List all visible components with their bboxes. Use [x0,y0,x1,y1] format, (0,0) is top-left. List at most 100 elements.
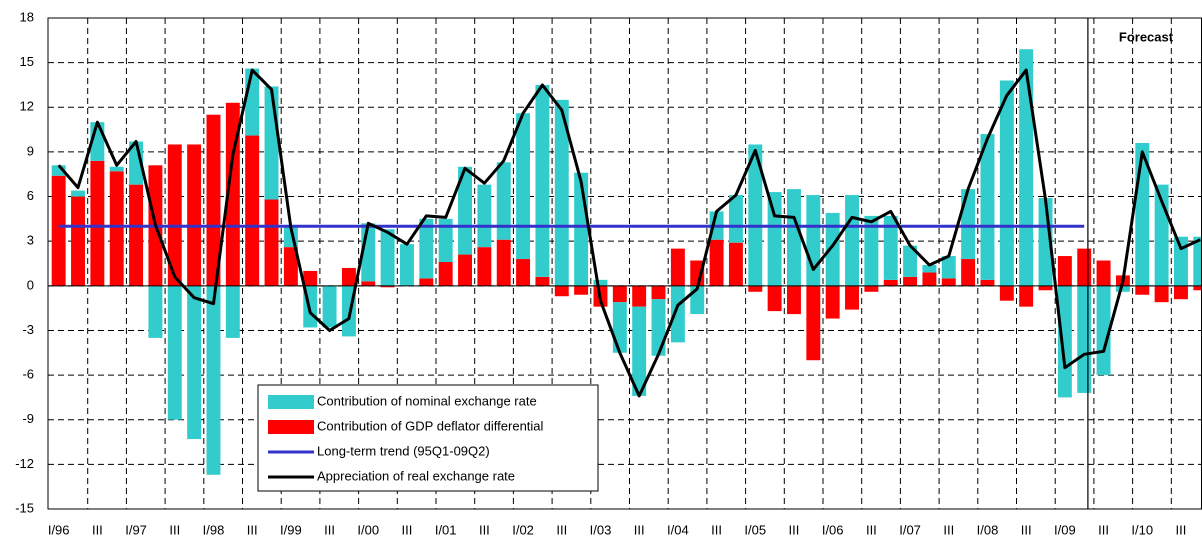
bar [516,113,531,260]
bar [245,135,260,286]
bar [728,195,743,243]
bar [51,165,66,176]
bar [825,285,840,319]
x-tick-label: III [479,522,490,537]
bar [167,144,182,286]
bar [225,102,240,286]
bar [1154,285,1169,303]
bar [806,195,821,286]
bar [1115,285,1130,292]
y-tick-label: -12 [15,456,34,471]
bar [883,279,898,286]
x-tick-label: III [943,522,954,537]
plot-area [51,49,1202,475]
x-tick-label: I/96 [48,522,70,537]
bar [1135,285,1150,295]
bar [206,114,221,286]
y-tick-label: 12 [20,99,34,114]
bar [535,84,550,277]
bar [167,285,182,420]
bar [787,285,801,315]
bar [883,215,898,280]
x-tick-label: I/08 [977,522,999,537]
bar [264,86,279,200]
y-tick-label: -6 [22,367,34,382]
bar [380,229,395,286]
x-tick-label: I/10 [1131,522,1153,537]
bar [806,285,821,361]
x-tick-label: III [1176,522,1187,537]
x-tick-label: I/05 [744,522,766,537]
legend-box [257,384,599,492]
y-tick-label: 15 [20,54,34,69]
legend-label: Contribution of GDP deflator differentia… [317,418,544,433]
bar [264,199,279,286]
bar [438,262,453,286]
bar [922,264,937,273]
x-tick-label: III [634,522,645,537]
bar [496,162,511,240]
bar [1057,285,1072,398]
bar [709,239,724,286]
bar [51,175,66,286]
y-tick-label: -15 [15,500,34,515]
legend: Contribution of nominal exchange rate Con… [257,384,599,492]
legend-swatch [268,395,314,409]
legend-label: Contribution of nominal exchange rate [317,393,537,408]
line [57,68,1201,398]
bar [1019,285,1034,307]
bar [922,272,937,286]
bar [1193,236,1202,286]
x-tick-label: I/07 [899,522,921,537]
bar [400,244,414,286]
bar [767,192,782,286]
annotation: Forecast [1119,29,1174,44]
bar [961,259,976,286]
legend-label: Long-term trend (95Q1-09Q2) [317,443,490,458]
bar [71,196,85,286]
bar [767,285,782,312]
x-tick-label: I/99 [280,522,302,537]
bar [980,134,995,280]
bar [71,190,85,197]
bar [825,212,840,286]
bar [961,189,976,260]
bar [322,285,337,328]
bar [458,166,472,255]
bar [206,285,221,475]
x-tick-label: III [711,522,722,537]
x-tick-label: I/04 [667,522,689,537]
bar [999,80,1014,286]
bar [109,171,124,286]
bar [612,285,627,303]
y-tick-label: 0 [27,277,34,292]
y-tick-label: 9 [27,143,34,158]
bar [187,144,202,286]
y-tick-label: 6 [27,188,34,203]
bar [941,278,956,286]
bar [129,184,144,286]
x-tick-label: III [556,522,567,537]
bar [1077,248,1092,286]
x-tick-label: III [1098,522,1109,537]
bar [554,285,569,297]
bar [535,276,550,286]
bar [574,285,589,295]
bar [90,160,105,286]
bar [651,285,666,300]
y-tick-label: -9 [22,411,34,426]
bar [496,239,511,286]
bar [303,270,318,286]
bar [748,144,763,286]
x-tick-label: III [247,522,258,537]
bar [419,278,434,286]
bar [187,285,202,440]
bar [477,184,492,248]
bar [1174,236,1188,286]
bar [109,166,124,172]
bar [225,285,240,338]
bar [148,285,163,338]
x-tick-label: III [1021,522,1032,537]
bar [903,276,918,286]
